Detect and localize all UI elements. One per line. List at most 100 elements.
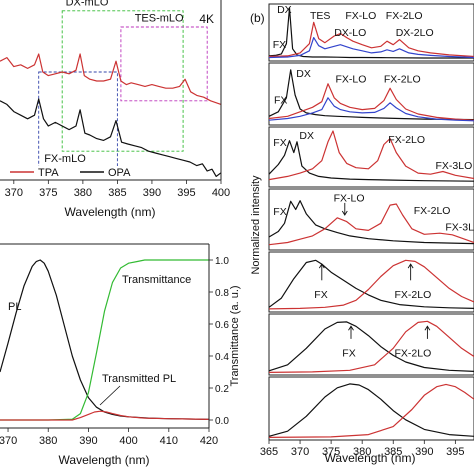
transmittance-label: Transmittance [122,274,191,286]
rp-arrow-head [318,263,325,269]
tl-legend-box [2,166,152,178]
tl-series-group [0,53,222,177]
rp-subpanel-frame [268,126,474,188]
tl-guide-boxes [38,10,208,170]
rp-peak-label: FX-2LO [414,205,451,217]
bl-y2-tick-label: 1.0 [215,256,229,267]
rp-peak-label: FX [273,39,286,51]
pl-label: PL [8,301,21,313]
rp-y-axis-label: Normalized intensity [250,175,262,275]
rp-series-red [268,320,474,373]
tl-x-tick-label: 400 [212,187,230,199]
tl-x-tick-label: 390 [143,187,161,199]
rp-subpanel-5: FX FX-2LO [268,251,474,313]
rp-peak-label: FX [273,206,286,218]
rp-subpanel-frame [268,251,474,313]
rp-peak-label: DX [277,4,292,16]
bl-y2-ticks: 0.0 0.2 0.4 0.6 0.8 1.0 [209,256,229,427]
tl-temperature-label: 4K [199,12,214,26]
rp-subpanel-6: FX FX-2LO [268,313,474,376]
rp-peak-label: FX-3LO [445,221,474,233]
rp-peak-label: FX-2LO [395,348,432,360]
tl-x-ticks: 370 375 380 385 390 395 400 [5,180,230,199]
rp-peak-label: FX-2LO [388,134,425,146]
rp-x-ticks: 365 370 375 380 385 390 395 [260,440,465,458]
rp-subpanel-2: DX FX FX-LO FX-2LO [268,62,474,126]
bl-y2-tick-label: 0.2 [215,384,229,395]
rp-peak-label: DX [299,130,314,142]
dx-mlo-label: DX-mLO [66,0,109,8]
rp-series-red [268,203,474,246]
bl-series-transmittance [0,259,209,421]
right-panel: (b) Normalized intensity DX FX TES FX-LO DX-… [250,3,474,465]
tl-x-axis-label: Wavelength (nm) [65,205,156,219]
bl-x-tick-label: 420 [200,435,218,447]
rp-peak-label: DX-LO [334,27,366,39]
rp-arrow-head [407,263,414,269]
tl-legend: TPA OPA [2,166,152,179]
rp-peak-label: FX-3LO [436,160,473,172]
rp-peak-label: FX-2LO [386,10,423,22]
rp-x-tick-label: 395 [446,446,464,458]
rp-peak-label: FX [273,137,286,149]
bl-x-tick-label: 380 [39,435,57,447]
rp-peak-label: DX-2LO [396,27,434,39]
tes-mlo-label: TES-mLO [135,13,184,25]
bl-series-transmitted-pl [0,410,210,421]
tl-x-tick-label: 395 [177,187,195,199]
bl-y2-axis-label: Transmittance (a. u.) [229,285,241,386]
tl-series-opa [0,98,222,177]
bottom-left-panel: 370 380 390 400 410 420 0.0 0.2 0.4 0.6 0.8 1.0 PL… [0,243,241,467]
rp-x-tick-label: 380 [353,446,371,458]
bl-x-axis-label: Wavelength (nm) [59,453,150,467]
rp-series-black [268,140,474,182]
rp-subpanel-frame [268,62,474,126]
rp-series-red [268,83,474,121]
bl-x-tick-label: 400 [119,435,137,447]
tl-x-tick-label: 370 [5,187,23,199]
bl-y2-tick-label: 0.4 [215,352,229,363]
bl-x-tick-label: 390 [79,435,97,447]
rp-x-tick-label: 390 [415,446,433,458]
bl-y2-tick-label: 0.8 [215,288,229,299]
rp-subpanel-frame [268,376,474,441]
rp-series-red [268,130,474,181]
rp-series-black [268,259,474,309]
bl-x-ticks: 370 380 390 400 410 420 [0,428,218,447]
rp-peak-label: DX [296,68,311,80]
rp-x-tick-label: 385 [384,446,402,458]
rp-series-black [268,7,474,59]
rp-peak-label: FX [314,289,327,301]
rp-peak-label: FX-LO [336,74,367,86]
rp-subpanel-frame [268,188,474,251]
tl-guide-box-0 [61,10,184,152]
tl-x-tick-label: 375 [39,187,57,199]
rp-peak-label: FX [342,348,355,360]
rp-series-black [268,383,474,437]
rp-peak-label: FX-LO [334,192,365,204]
rp-subpanel-7 [268,376,474,441]
rp-peak-label: FX [274,94,287,106]
rp-subpanel-frame [268,313,474,376]
rp-arrow-head [341,210,348,216]
rp-peak-label: FX-2LO [395,289,432,301]
tl-series-tpa [0,53,222,105]
tl-legend-tpa-label: TPA [38,167,59,179]
tl-x-tick-label: 380 [74,187,92,199]
rp-x-tick-label: 370 [291,446,309,458]
rp-series-blue [268,37,474,59]
bl-series-group [0,259,210,421]
rp-subpanel-4: FX FX-LO FX-2LO FX-3LO [268,188,474,251]
bl-x-tick-label: 370 [0,435,17,447]
rp-series-black [268,69,474,121]
tl-x-tick-label: 385 [108,187,126,199]
transmitted-pl-label: Transmitted PL [102,373,176,385]
rp-series-red [268,21,474,58]
bl-y2-tick-label: 0.0 [215,416,229,427]
rp-x-axis-label: Wavelength (nm) [325,451,416,465]
rp-subpanel-3: DX FX FX-2LO FX-3LO [268,126,474,188]
rp-peak-label: FX-2LO [384,74,421,86]
panel-label-b: (b) [250,11,265,25]
